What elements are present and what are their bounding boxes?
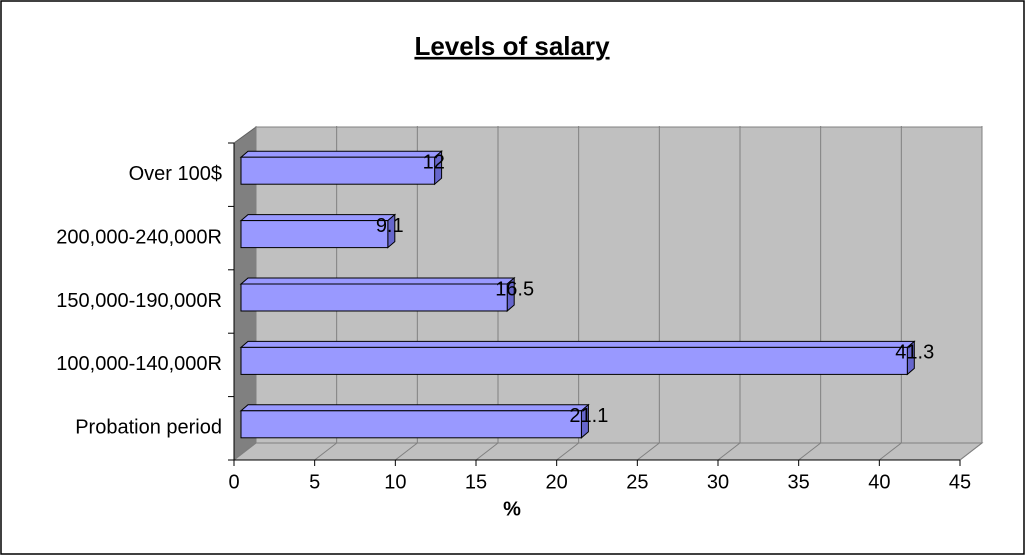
y-tick-label: 200,000-240,000R: [56, 226, 222, 248]
bar-front: [240, 156, 436, 185]
floor-grid-line: [959, 442, 983, 461]
x-tick-label: 35: [788, 471, 810, 493]
y-tick-label: 100,000-140,000R: [56, 353, 222, 375]
floor-grid-line: [879, 442, 902, 461]
chart-title: Levels of salary: [414, 31, 610, 61]
bar-top: [239, 340, 916, 348]
floor-grid-line: [475, 442, 499, 461]
data-label: 41.3: [895, 342, 934, 364]
x-tick-label: 5: [309, 471, 320, 493]
bar-front: [240, 410, 582, 439]
x-tick-label: 0: [228, 471, 239, 493]
x-tick-label: 20: [546, 471, 568, 493]
floor-grid-line: [637, 442, 660, 461]
bar-top: [239, 404, 590, 412]
bar-front: [240, 220, 389, 249]
x-axis-label: %: [503, 498, 521, 520]
x-tick-label: 30: [707, 471, 729, 493]
floor-grid-line: [556, 442, 579, 461]
data-label: 21.1: [569, 405, 608, 427]
x-tick-label: 45: [949, 471, 971, 493]
y-tick-label: Over 100$: [129, 163, 222, 185]
bar: [239, 213, 397, 249]
floor-grid-line: [798, 442, 821, 461]
bar-front: [240, 283, 508, 312]
bars: 21.1 41.3 16.5 9.1 12: [239, 150, 934, 439]
bar: [239, 340, 916, 376]
floor-grid-line: [395, 442, 418, 461]
bar-front: [240, 346, 908, 375]
floor-grid-line: [314, 442, 337, 461]
bar: [239, 276, 516, 313]
x-tick-label: 40: [868, 471, 890, 493]
bar: [239, 403, 590, 439]
bar-top: [239, 277, 516, 285]
data-label: 16.5: [495, 278, 534, 300]
data-label: 9.1: [376, 215, 404, 237]
floor-grid-line: [717, 442, 741, 461]
y-tick-label: 150,000-190,000R: [56, 290, 222, 312]
y-tick-label: Probation period: [75, 417, 222, 439]
floor-grid-line: [233, 442, 257, 461]
bar: [239, 150, 443, 186]
bar-top: [239, 150, 443, 158]
x-tick-label: 15: [465, 471, 487, 493]
x-tick-label: 25: [626, 471, 648, 493]
bar-top: [239, 214, 397, 222]
data-label: 12: [423, 151, 445, 173]
x-tick-label: 10: [384, 471, 406, 493]
floor: [232, 442, 984, 461]
